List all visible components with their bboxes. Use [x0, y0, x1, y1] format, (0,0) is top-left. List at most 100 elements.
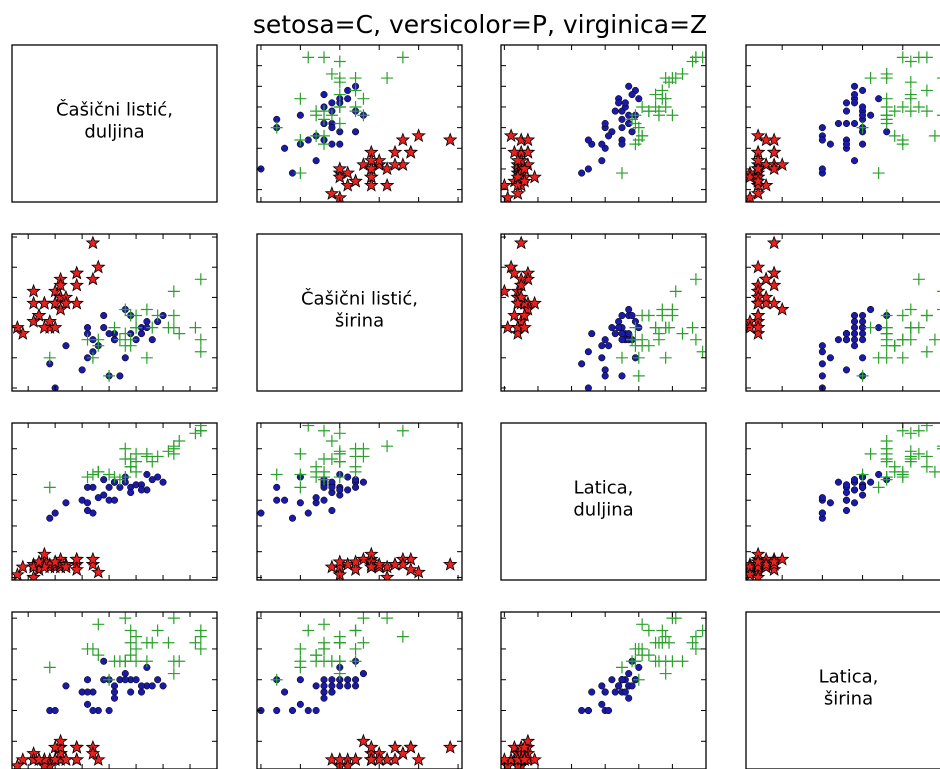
- point-virginica: [629, 321, 642, 334]
- variable-label: Čašični listić,: [301, 288, 418, 310]
- point-versicolor: [344, 676, 352, 684]
- point-setosa: [58, 559, 74, 574]
- point-versicolor: [336, 682, 344, 690]
- point-virginica: [880, 455, 893, 468]
- point-virginica: [636, 129, 649, 142]
- panel-frame: [256, 422, 463, 581]
- point-versicolor: [618, 124, 626, 132]
- point-virginica: [294, 481, 307, 494]
- point-virginica: [333, 667, 346, 680]
- point-versicolor: [628, 91, 636, 99]
- point-virginica: [318, 636, 331, 649]
- point-virginica: [669, 285, 682, 298]
- point-versicolor: [859, 330, 867, 338]
- point-setosa: [47, 739, 63, 754]
- point-setosa: [356, 733, 371, 748]
- point-versicolor: [148, 336, 156, 344]
- point-versicolor: [359, 670, 367, 678]
- point-virginica: [113, 333, 126, 346]
- point-virginica: [904, 303, 917, 316]
- point-virginica: [396, 424, 409, 437]
- point-versicolor: [818, 136, 826, 144]
- point-virginica: [936, 114, 940, 116]
- point-virginica: [119, 303, 132, 316]
- point-setosa: [513, 235, 529, 250]
- point-versicolor: [83, 688, 92, 696]
- point-virginica: [349, 460, 362, 473]
- point-setosa: [332, 169, 348, 184]
- point-versicolor: [842, 488, 851, 497]
- panel-frame: [500, 611, 707, 769]
- point-virginica: [659, 351, 672, 364]
- point-versicolor: [159, 478, 167, 486]
- point-versicolor: [611, 688, 619, 696]
- point-versicolor: [842, 330, 851, 338]
- point-versicolor: [842, 496, 851, 504]
- point-virginica: [43, 661, 56, 674]
- point-virginica: [108, 471, 121, 484]
- point-versicolor: [304, 706, 312, 715]
- point-versicolor: [137, 486, 146, 494]
- point-virginica: [349, 105, 362, 118]
- point-setosa: [520, 144, 536, 159]
- point-setosa: [750, 161, 766, 176]
- point-versicolor: [137, 688, 146, 696]
- variable-label: Latica,: [819, 667, 879, 688]
- point-virginica: [130, 465, 143, 478]
- point-virginica: [294, 447, 307, 460]
- point-versicolor: [83, 483, 92, 491]
- point-virginica: [659, 630, 672, 643]
- panel-r2-c3: [745, 422, 940, 581]
- point-versicolor: [110, 496, 119, 504]
- point-versicolor: [320, 688, 328, 696]
- point-virginica: [904, 333, 917, 346]
- point-virginica: [349, 442, 362, 455]
- variable-label: Latica,: [574, 478, 634, 499]
- point-versicolor: [51, 509, 59, 517]
- point-setosa: [379, 177, 395, 192]
- point-versicolor: [89, 509, 97, 517]
- point-setosa: [513, 289, 529, 304]
- point-versicolor: [89, 706, 97, 715]
- point-setosa: [513, 277, 529, 292]
- point-setosa: [12, 319, 25, 334]
- point-versicolor: [578, 360, 586, 368]
- point-versicolor: [850, 157, 859, 165]
- point-versicolor: [352, 128, 360, 136]
- point-virginica: [162, 445, 175, 458]
- point-versicolor: [137, 682, 146, 690]
- point-setosa: [69, 562, 85, 576]
- point-setosa: [364, 161, 379, 176]
- point-setosa: [750, 173, 766, 188]
- panel-background: [12, 234, 217, 391]
- point-setosa: [387, 157, 403, 172]
- point-virginica: [124, 333, 137, 346]
- point-virginica: [333, 100, 346, 113]
- point-virginica: [669, 612, 682, 625]
- point-virginica: [189, 636, 202, 649]
- point-versicolor: [273, 496, 281, 504]
- point-virginica: [357, 636, 370, 649]
- point-virginica: [381, 72, 394, 85]
- point-versicolor: [625, 82, 633, 90]
- point-virginica: [349, 84, 362, 97]
- point-setosa: [411, 752, 426, 766]
- point-setosa: [527, 169, 542, 184]
- point-versicolor: [121, 670, 129, 678]
- point-versicolor: [148, 476, 156, 484]
- point-versicolor: [842, 107, 851, 115]
- point-virginica: [904, 453, 917, 466]
- point-setosa: [507, 144, 522, 159]
- point-virginica: [333, 471, 346, 484]
- point-virginica: [318, 655, 331, 668]
- point-versicolor: [598, 354, 606, 362]
- point-setosa: [47, 554, 63, 569]
- point-versicolor: [601, 336, 609, 344]
- chart-title: setosa=C, versicolor=P, virginica=Z: [252, 10, 708, 39]
- point-virginica: [676, 67, 689, 80]
- panel-r1-c0: [11, 233, 218, 392]
- panel-ticks: [501, 234, 706, 391]
- point-versicolor: [859, 140, 867, 148]
- point-setosa: [53, 745, 68, 760]
